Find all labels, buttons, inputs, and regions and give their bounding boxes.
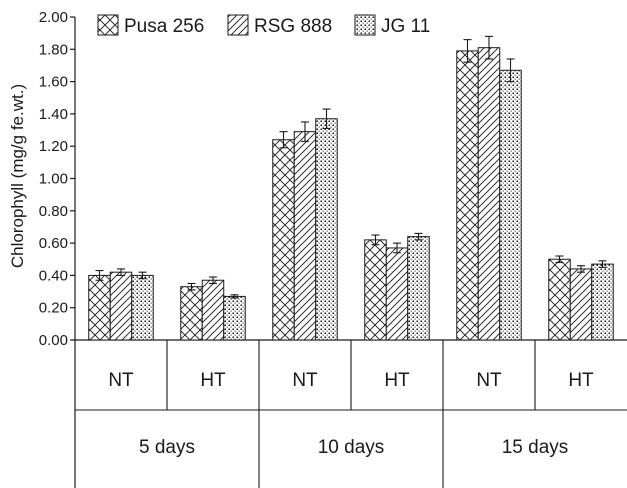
bar (456, 50, 479, 341)
y-tick-label: 1.00 (39, 171, 68, 188)
x-category-label: HT (200, 370, 226, 391)
y-axis-title: Chlorophyll (mg/g fe.wt.) (8, 84, 27, 268)
bar (548, 258, 571, 341)
bar (407, 236, 430, 341)
y-tick-label: 1.20 (39, 138, 68, 155)
x-group-label: 5 days (139, 437, 195, 458)
y-tick-label: 0.20 (39, 300, 68, 317)
x-category-label: NT (108, 370, 134, 391)
y-tick-label: 0.60 (39, 235, 68, 252)
bar (477, 47, 501, 341)
y-tick-label: 0.40 (39, 267, 68, 284)
x-category-label: NT (292, 370, 318, 391)
y-tick-label: 1.60 (39, 74, 68, 91)
category-table: NT HT NT HT NT HT 5 days 10 days 15 days (75, 340, 627, 488)
legend-label: JG 11 (381, 16, 430, 37)
bar (364, 239, 387, 341)
bar (88, 274, 111, 341)
x-group-label: 10 days (318, 437, 385, 458)
bar (499, 69, 522, 341)
y-tick-label: 0.80 (39, 203, 68, 220)
bar (569, 268, 593, 341)
legend-swatch (227, 14, 249, 36)
bar (293, 131, 317, 341)
bar-series-group (88, 35, 614, 341)
x-category-label: HT (568, 370, 594, 391)
bar (109, 271, 133, 341)
legend-swatch (97, 14, 119, 36)
bar (131, 274, 154, 341)
bar (385, 247, 409, 341)
bar (591, 263, 614, 341)
legend-label: Pusa 256 (124, 16, 204, 37)
y-tick-label: 1.80 (39, 41, 68, 58)
bar (201, 279, 225, 341)
legend-swatch (354, 14, 376, 36)
y-tick-label: 0.00 (39, 332, 68, 349)
x-category-label: NT (476, 370, 502, 391)
bar (272, 139, 295, 341)
x-group-label: 15 days (502, 437, 569, 458)
y-tick-label: 2.00 (39, 9, 68, 26)
bar (315, 118, 338, 341)
legend: Pusa 256 RSG 888 JG 11 (97, 14, 430, 37)
x-category-label: HT (384, 370, 410, 391)
legend-label: RSG 888 (254, 16, 332, 37)
bar (223, 295, 246, 341)
y-axis: 0.00 0.20 0.40 0.60 0.80 1.00 1.20 1.40 1.60 1.80… (39, 9, 627, 488)
bar (180, 286, 203, 341)
y-tick-label: 1.40 (39, 106, 68, 123)
